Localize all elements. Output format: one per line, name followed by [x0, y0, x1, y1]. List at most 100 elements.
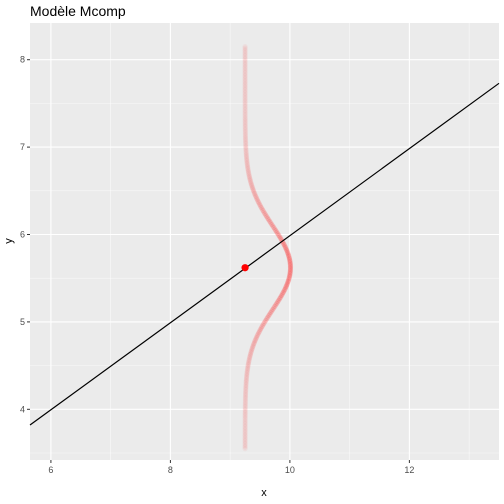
grid-major: [30, 23, 499, 460]
density-mark: [248, 180, 254, 186]
density-mark: [242, 433, 248, 439]
density-mark: [243, 384, 249, 390]
density-mark: [265, 215, 271, 221]
density-mark: [242, 138, 249, 144]
density-mark: [271, 224, 277, 231]
density-mark: [242, 432, 248, 438]
density-mark: [242, 87, 248, 93]
density-mark: [242, 71, 248, 78]
density-mark: [251, 340, 257, 347]
density-mark: [242, 113, 248, 119]
density-mark: [242, 98, 248, 104]
chart-title: Modèle Mcomp: [30, 3, 126, 19]
density-mark: [254, 333, 260, 339]
density-mark: [247, 354, 253, 361]
density-mark: [282, 245, 289, 251]
density-mark: [242, 85, 248, 91]
density-mark: [242, 48, 248, 54]
density-mark: [248, 181, 254, 187]
density-mark: [242, 133, 249, 139]
density-mark: [242, 130, 248, 136]
density-mark: [243, 147, 249, 153]
density-mark: [286, 255, 292, 262]
y-tick-label: 5: [20, 317, 25, 327]
density-mark: [242, 53, 248, 59]
density-mark: [287, 269, 293, 275]
density-mark: [250, 187, 256, 194]
density-mark: [262, 319, 268, 325]
density-mark: [275, 231, 281, 237]
grid-minor: [30, 23, 499, 460]
density-mark: [242, 418, 248, 424]
density-mark: [242, 57, 248, 64]
density-mark: [242, 410, 248, 416]
density-mark: [243, 387, 249, 393]
density-mark: [242, 88, 248, 95]
x-axis-label: x: [261, 487, 267, 499]
x-tick-label: 6: [48, 465, 53, 475]
density-mark: [274, 300, 280, 306]
density-mark: [244, 367, 251, 373]
density-mark: [242, 61, 248, 67]
density-mark: [287, 258, 293, 265]
density-mark: [244, 159, 250, 166]
density-mark: [284, 248, 290, 254]
density-mark: [245, 360, 252, 367]
density-mark: [285, 251, 291, 257]
density-mark: [246, 357, 252, 364]
density-mark: [242, 79, 248, 85]
y-tick-label: 6: [20, 230, 25, 240]
density-mark: [269, 221, 275, 228]
density-mark: [245, 164, 251, 170]
density-mark: [281, 288, 287, 294]
density-mark: [242, 430, 248, 436]
density-mark: [244, 156, 250, 163]
density-mark: [287, 266, 294, 272]
density-mark: [242, 99, 248, 105]
density-mark: [242, 43, 248, 50]
density-mark: [243, 152, 249, 158]
density-mark: [242, 136, 249, 142]
density-mark: [242, 413, 248, 419]
density-mark: [265, 314, 271, 320]
density-mark: [244, 158, 250, 164]
density-mark: [242, 124, 248, 130]
density-mark: [272, 226, 278, 232]
density-mark: [243, 153, 250, 159]
density-mark: [243, 388, 249, 395]
density-mark: [243, 390, 249, 396]
density-mark: [242, 402, 248, 408]
density-mark: [283, 246, 289, 252]
density-mark: [246, 170, 252, 176]
density-mark: [259, 323, 265, 330]
observed-point: [241, 264, 249, 272]
density-mark: [244, 163, 251, 169]
density-mark: [245, 364, 251, 370]
density-mark: [252, 337, 258, 343]
density-mark: [242, 415, 248, 421]
density-mark: [242, 116, 248, 122]
density-mark: [249, 347, 255, 353]
density-mark: [242, 429, 248, 435]
density-mark: [242, 74, 248, 81]
density-mark: [244, 373, 250, 379]
density-mark: [242, 107, 248, 113]
density-mark: [242, 401, 248, 407]
density-mark: [243, 139, 249, 146]
density-mark: [247, 176, 253, 183]
density-mark: [258, 204, 264, 211]
density-mark: [242, 422, 248, 429]
density-mark: [274, 229, 280, 235]
density-mark: [247, 351, 254, 357]
density-mark: [242, 93, 248, 99]
density-mark: [284, 249, 291, 255]
density-mark: [285, 252, 292, 258]
y-tick-label: 4: [20, 404, 25, 414]
density-mark: [243, 141, 249, 147]
density-mark: [269, 308, 275, 314]
density-mark: [242, 391, 249, 398]
density-mark: [277, 234, 283, 240]
density-mark: [242, 425, 248, 432]
density-mark: [242, 127, 248, 133]
density-mark: [242, 96, 248, 102]
